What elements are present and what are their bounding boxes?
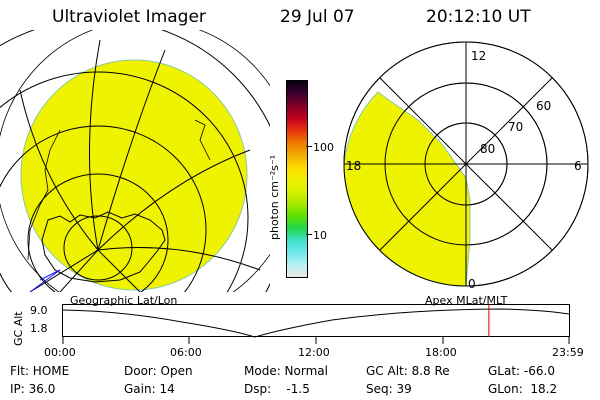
x-tick-0: 00:00 [44,346,76,359]
color-scale-bar [286,80,308,278]
mode-status: Mode: Normal [244,364,328,378]
colorbar-tick-10: 10 [313,229,327,242]
colorbar-unit-label: photon cm⁻²s⁻¹ [268,154,281,240]
y-tick-9: 9.0 [30,304,48,317]
altitude-curve [62,308,570,338]
y-axis-label: GC Alt [12,311,25,346]
geographic-label: Geographic Lat/Lon [70,294,178,307]
dsp-status: Dsp: -1.5 [244,382,310,396]
lat-label-60: 60 [536,99,551,113]
geographic-map [0,30,270,292]
lat-label-80: 80 [480,142,495,156]
x-tick-2: 12:00 [298,346,330,359]
date-label: 29 Jul 07 [280,7,355,27]
gc-alt-status: GC Alt: 8.8 Re [366,364,450,378]
y-tick-1-8: 1.8 [30,322,48,335]
x-tick-1: 06:00 [170,346,202,359]
mlt-label-18: 18 [346,159,361,173]
lat-label-70: 70 [508,120,523,134]
mlt-label-0: 0 [468,277,476,291]
apex-label: Apex MLat/MLT [425,294,508,307]
altitude-plot [62,304,570,344]
seq-status: Seq: 39 [366,382,412,396]
glon-status: GLon: 18.2 [488,382,558,396]
mlt-label-12: 12 [471,49,486,63]
mlt-label-6: 6 [574,159,582,173]
x-tick-3: 18:00 [425,346,457,359]
gain-status: Gain: 14 [124,382,175,396]
ip-status: IP: 36.0 [10,382,56,396]
colorbar-tick-100: 100 [313,141,334,154]
continent-outline [41,211,166,283]
uv-image-fill [20,59,248,291]
uv-image-fill [343,91,471,287]
flt-status: Flt: HOME [10,364,70,378]
door-status: Door: Open [124,364,193,378]
x-tick-4: 23:59 [552,346,584,359]
glat-status: GLat: -66.0 [488,364,555,378]
time-label: 20:12:10 UT [426,7,531,27]
polar-map: 12 18 6 0 60 70 80 [343,41,589,291]
instrument-title: Ultraviolet Imager [52,7,206,27]
